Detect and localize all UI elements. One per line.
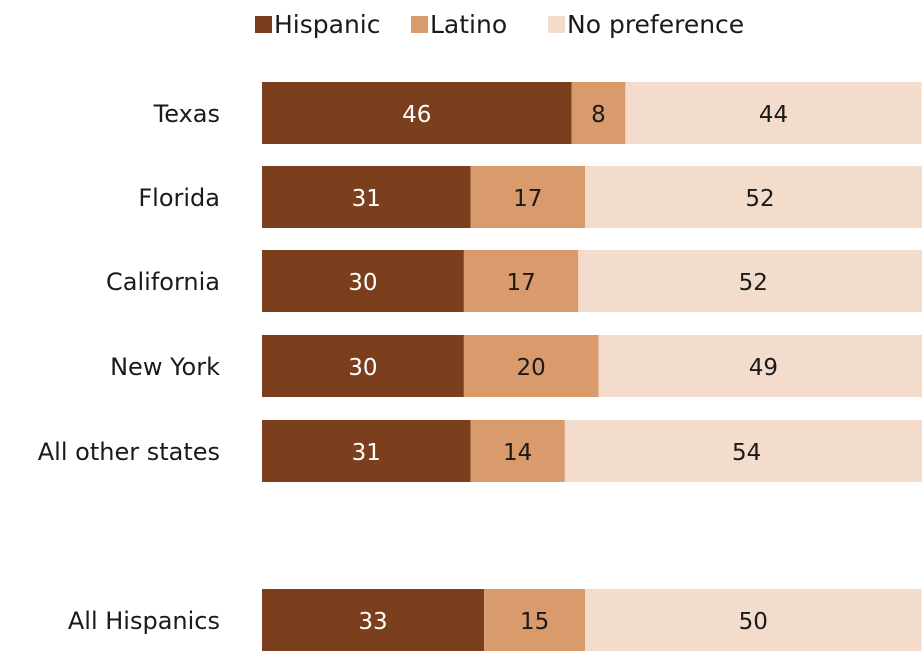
data-labels: 46 8 44 31 17 52 30 17 52 30 20 49 31 14 54 33 15 50: [348, 102, 788, 635]
category-label-all-other-states: All other states: [38, 438, 220, 466]
data-label-new-york-no-preference: 49: [749, 355, 778, 381]
legend-swatch-latino: [411, 16, 428, 33]
bar-new-york-no-preference: [598, 335, 922, 397]
bar-texas-hispanic: [262, 82, 572, 144]
data-label-california-no-preference: 52: [739, 270, 768, 296]
bar-all-hispanics-no-preference: [585, 589, 922, 651]
bar-california-no-preference: [578, 250, 922, 312]
category-labels: Texas Florida California New York All other …: [38, 100, 220, 635]
data-label-texas-hispanic: 46: [402, 102, 431, 128]
bar-new-york-hispanic: [262, 335, 464, 397]
bar-florida-no-preference: [585, 166, 922, 228]
bar-all-other-states-no-preference: [564, 420, 922, 482]
data-label-all-hispanics-no-preference: 50: [739, 609, 768, 635]
data-label-all-other-states-hispanic: 31: [352, 440, 381, 466]
bar-all-hispanics-hispanic: [262, 589, 485, 651]
bar-texas-no-preference: [625, 82, 922, 144]
data-label-all-hispanics-hispanic: 33: [358, 609, 387, 635]
data-label-new-york-latino: 20: [517, 355, 546, 381]
bar-all-other-states-hispanic: [262, 420, 471, 482]
category-label-new-york: New York: [110, 353, 220, 381]
legend-swatch-no-preference: [548, 16, 565, 33]
data-label-all-hispanics-latino: 15: [520, 609, 549, 635]
category-label-texas: Texas: [153, 100, 220, 128]
data-label-california-hispanic: 30: [348, 270, 377, 296]
bar-all-other-states-latino: [470, 420, 565, 482]
legend-swatch-hispanic: [255, 16, 272, 33]
data-label-texas-no-preference: 44: [759, 102, 788, 128]
legend: Hispanic Latino No preference: [255, 10, 744, 39]
data-label-florida-latino: 17: [513, 186, 542, 212]
legend-label-hispanic: Hispanic: [274, 10, 381, 39]
bar-new-york-latino: [463, 335, 599, 397]
data-label-all-other-states-latino: 14: [503, 440, 532, 466]
legend-label-latino: Latino: [430, 10, 507, 39]
data-label-new-york-hispanic: 30: [348, 355, 377, 381]
data-label-florida-hispanic: 31: [352, 186, 381, 212]
bar-california-latino: [463, 250, 579, 312]
bar-california-hispanic: [262, 250, 464, 312]
bar-all-hispanics-latino: [484, 589, 586, 651]
data-label-florida-no-preference: 52: [745, 186, 774, 212]
bars: [262, 82, 922, 651]
category-label-all-hispanics: All Hispanics: [68, 607, 220, 635]
legend-label-no-preference: No preference: [567, 10, 744, 39]
data-label-california-latino: 17: [506, 270, 535, 296]
data-label-texas-latino: 8: [591, 102, 606, 128]
bar-florida-hispanic: [262, 166, 471, 228]
data-label-all-other-states-no-preference: 54: [732, 440, 761, 466]
category-label-florida: Florida: [138, 184, 220, 212]
bar-texas-latino: [571, 82, 626, 144]
category-label-california: California: [106, 268, 220, 296]
bar-florida-latino: [470, 166, 585, 228]
